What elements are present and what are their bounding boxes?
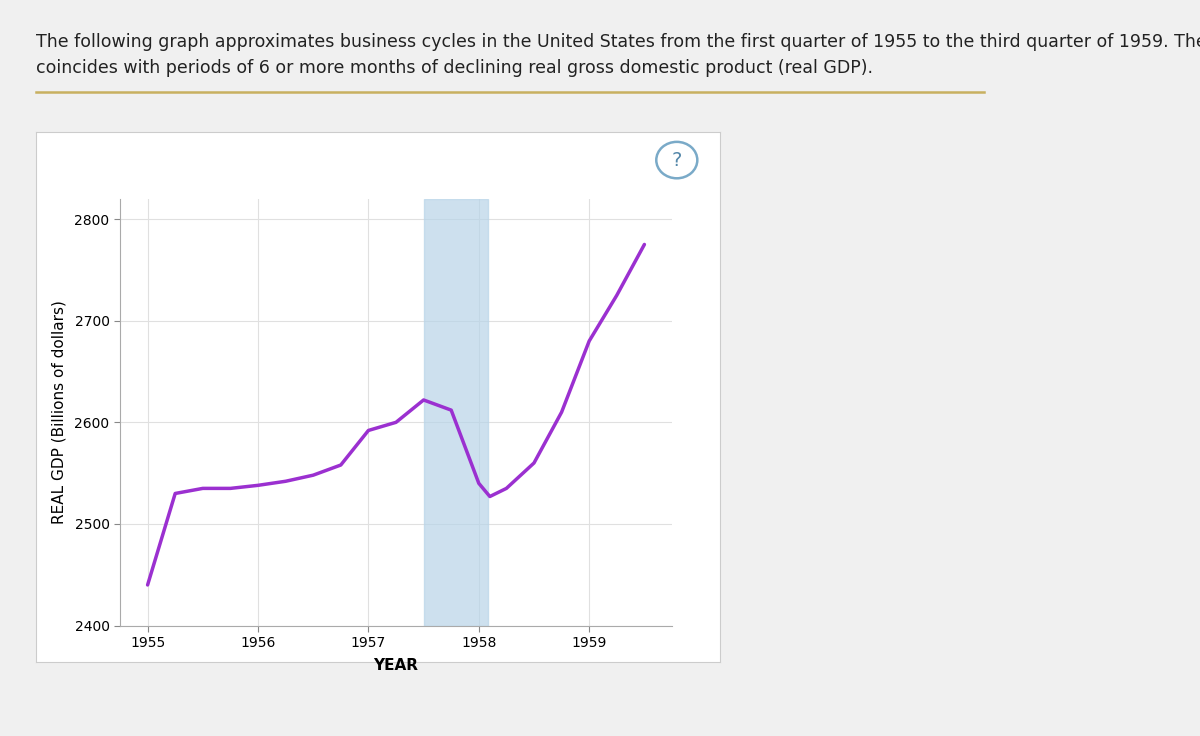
Bar [424, 199, 487, 626]
Circle shape [656, 142, 697, 178]
X-axis label: YEAR: YEAR [373, 658, 419, 673]
Text: ?: ? [672, 152, 682, 171]
Text: coincides with periods of 6 or more months of declining real gross domestic prod: coincides with periods of 6 or more mont… [36, 59, 874, 77]
Y-axis label: REAL GDP (Billions of dollars): REAL GDP (Billions of dollars) [52, 300, 66, 524]
Text: The following graph approximates business cycles in the United States from the f: The following graph approximates busines… [36, 33, 1200, 51]
